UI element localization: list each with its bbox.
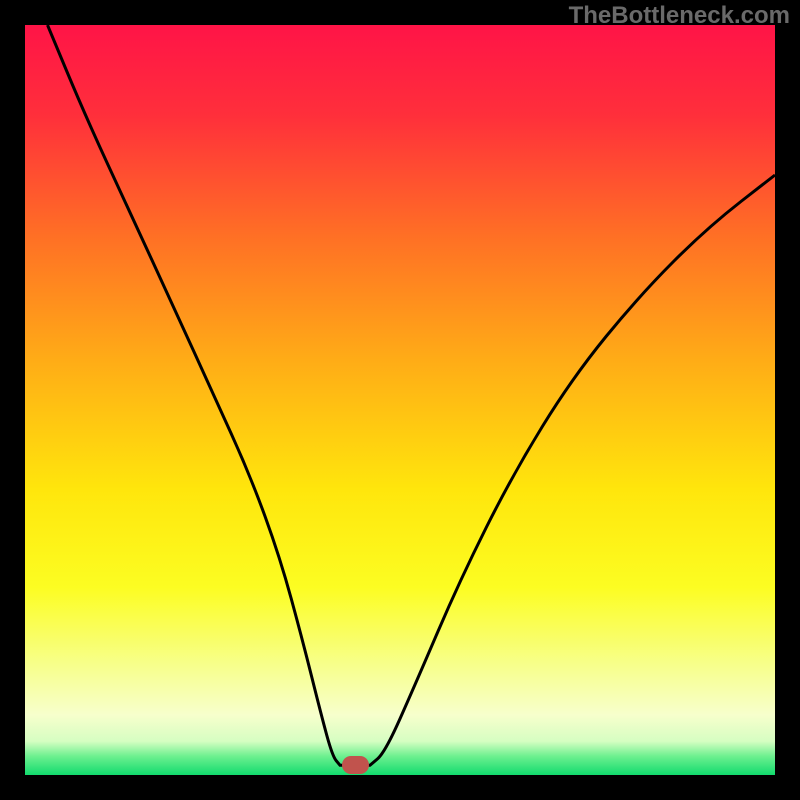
optimum-marker [342, 756, 369, 774]
plot-background [25, 25, 775, 775]
chart-container: TheBottleneck.com [0, 0, 800, 800]
bottleneck-chart [25, 25, 775, 775]
